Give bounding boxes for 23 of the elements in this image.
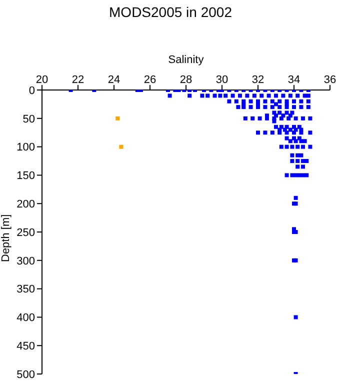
y-tick-label: 250 — [16, 226, 35, 239]
x-tick-label: 36 — [324, 74, 336, 86]
y-tick-label: 200 — [16, 198, 35, 211]
y-axis-title: Depth [m] — [0, 214, 12, 262]
x-axis-title: Salinity — [167, 54, 205, 66]
y-tick-label: 0 — [28, 84, 35, 97]
y-tick-label: 450 — [16, 340, 35, 353]
y-tick-label: 150 — [16, 170, 35, 182]
y-tick-label: 500 — [16, 368, 35, 381]
x-tick-label: 24 — [108, 74, 120, 86]
chart-title: MODS2005 in 2002 — [108, 4, 233, 20]
y-tick-label: 50 — [22, 113, 35, 126]
y-tick-label: 400 — [16, 312, 35, 324]
x-tick-label: 26 — [144, 74, 156, 86]
x-tick-label: 28 — [180, 74, 192, 86]
y-tick-label: 300 — [16, 255, 35, 268]
x-tick-label: 20 — [36, 74, 48, 86]
x-tick-label: 22 — [72, 74, 84, 86]
y-tick-label: 350 — [16, 284, 35, 296]
x-tick-label: 32 — [252, 74, 264, 86]
y-tick-label: 100 — [16, 142, 35, 154]
x-tick-label: 30 — [216, 74, 228, 86]
x-tick-label: 34 — [288, 74, 300, 86]
